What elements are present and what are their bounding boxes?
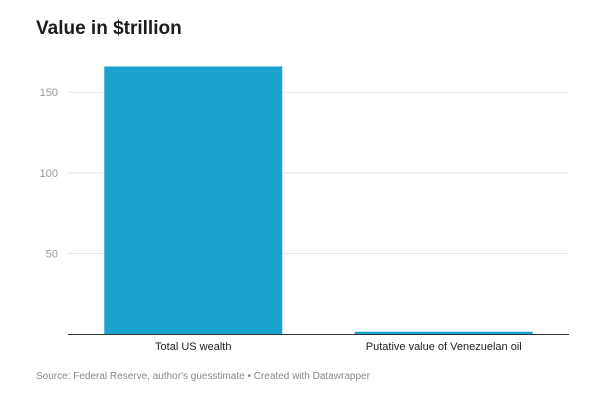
x-category-label: Putative value of Venezuelan oil: [366, 341, 522, 353]
source-footer: Source: Federal Reserve, author's guesst…: [36, 371, 370, 382]
chart-title: Value in $trillion: [36, 18, 182, 39]
y-tick-label: 50: [46, 248, 58, 260]
y-tick-label: 100: [40, 168, 58, 180]
bars: [104, 66, 533, 335]
labels: 50 100 150 Total US wealth Putative value of…: [40, 87, 522, 353]
bar: [104, 66, 283, 335]
y-tick-label: 150: [40, 87, 58, 99]
bar: [354, 331, 533, 334]
x-category-label: Total US wealth: [155, 341, 231, 353]
